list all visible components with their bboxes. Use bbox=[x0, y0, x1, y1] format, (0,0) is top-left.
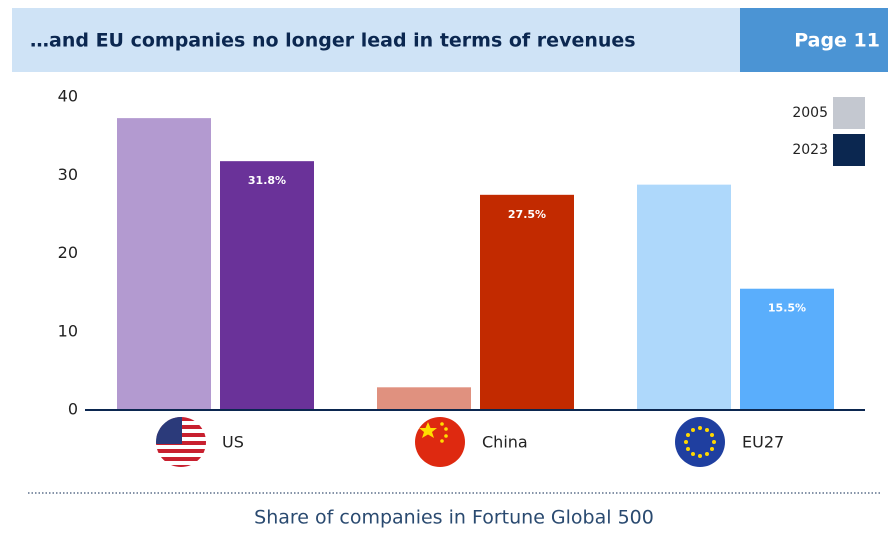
bar bbox=[637, 184, 731, 410]
y-tick-label: 30 bbox=[58, 165, 78, 184]
legend-swatch bbox=[833, 97, 865, 129]
flag-us bbox=[156, 417, 206, 467]
data-label: 15.5% bbox=[768, 302, 806, 315]
bar bbox=[740, 288, 834, 410]
x-tick-label: China bbox=[482, 433, 528, 452]
bar bbox=[220, 161, 314, 410]
data-label: 31.8% bbox=[248, 174, 286, 187]
flag-china bbox=[415, 417, 465, 467]
bar bbox=[377, 387, 471, 410]
x-tick-label: EU27 bbox=[742, 433, 784, 452]
legend-label: 2005 bbox=[792, 105, 828, 121]
chart-title: …and EU companies no longer lead in term… bbox=[30, 30, 636, 52]
legend-label: 2023 bbox=[792, 142, 828, 158]
y-tick-label: 40 bbox=[58, 87, 78, 106]
page-badge bbox=[740, 8, 888, 72]
y-tick-label: 0 bbox=[68, 400, 78, 419]
flag-eu bbox=[675, 417, 725, 467]
caption: Share of companies in Fortune Global 500 bbox=[254, 507, 654, 529]
header-band bbox=[12, 8, 740, 72]
y-tick-label: 10 bbox=[58, 321, 78, 340]
bar bbox=[480, 194, 574, 410]
data-label: 27.5% bbox=[508, 208, 546, 221]
legend-swatch bbox=[833, 134, 865, 166]
page-label: Page 11 bbox=[794, 30, 880, 52]
bar bbox=[117, 118, 211, 410]
y-tick-label: 20 bbox=[58, 243, 78, 262]
x-tick-label: US bbox=[222, 433, 244, 452]
